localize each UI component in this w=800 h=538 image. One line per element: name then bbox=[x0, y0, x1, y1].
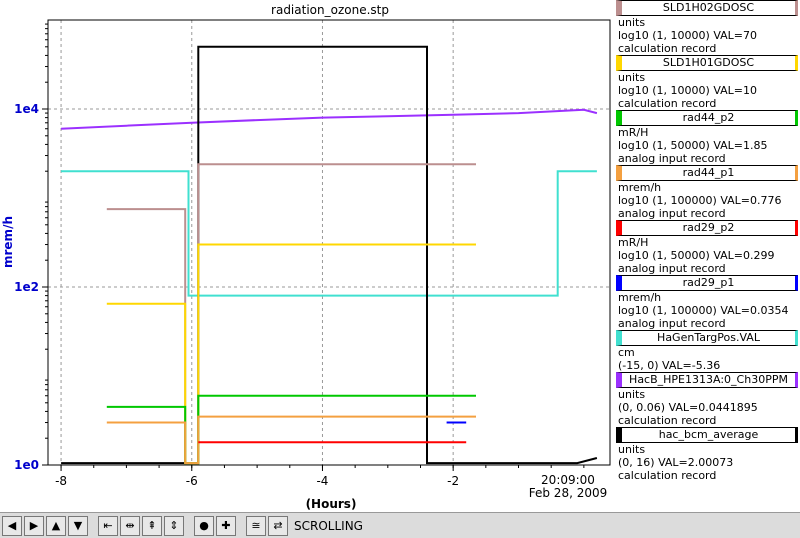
legend-entry[interactable]: rad44_p2 mR/H log10 (1, 50000) VAL=1.85 ana… bbox=[612, 110, 800, 165]
x-tick-label: -2 bbox=[447, 474, 459, 488]
legend-entry-name: HacB_HPE1313A:0_Ch30PPM bbox=[616, 372, 798, 388]
legend-entry[interactable]: hac_bcm_average units (0, 16) VAL=2.00073 c… bbox=[612, 427, 800, 482]
series-line-5 bbox=[106, 394, 476, 465]
zoom-out-vertical-icon: ⇕ bbox=[169, 519, 179, 532]
series-line-1 bbox=[61, 170, 597, 297]
toolbar: ◀ ▶ ▲ ▼ ⇤ ⇹ ⇞ ⇕ ● ✚ ≅ ⇄ SCROLLING bbox=[0, 512, 800, 538]
plus-button[interactable]: ✚ bbox=[216, 515, 236, 536]
arrow-up-button[interactable]: ▲ bbox=[46, 515, 66, 536]
mode-status: SCROLLING bbox=[294, 518, 363, 533]
chart-title: radiation_ozone.stp bbox=[271, 3, 389, 17]
legend-entry[interactable]: HacB_HPE1313A:0_Ch30PPM units (0, 0.06) VA… bbox=[612, 372, 800, 427]
legend-entry-detail: mrem/h bbox=[618, 181, 662, 194]
zoom-in-horizontal-button[interactable]: ⇤ bbox=[98, 515, 118, 536]
x-axis: -8 -6 -4 -2 bbox=[55, 465, 585, 488]
arrow-down-icon: ▼ bbox=[73, 519, 83, 532]
arrow-down-button[interactable]: ▼ bbox=[68, 515, 88, 536]
legend-entry-detail: log10 (1, 10000) VAL=10 bbox=[618, 84, 758, 97]
legend-entry-name: SLD1H02GDOSC bbox=[616, 0, 798, 16]
legend-entry-detail: log10 (1, 50000) VAL=0.299 bbox=[618, 249, 775, 262]
legend-entry-detail: log10 (1, 100000) VAL=0.0354 bbox=[618, 304, 789, 317]
legend-entry[interactable]: SLD1H01GDOSC units log10 (1, 10000) VAL=10… bbox=[612, 55, 800, 110]
legend-entry-detail: log10 (1, 10000) VAL=70 bbox=[618, 29, 758, 42]
plot-area[interactable]: radiation_ozone.stp 1e0 1e2 1e4 -8 -6 -4 -2 m… bbox=[0, 0, 612, 512]
x-tick-label: -4 bbox=[316, 474, 328, 488]
series-layer bbox=[61, 45, 598, 465]
zoom-in-vertical-icon: ⇞ bbox=[147, 519, 157, 532]
series-line-0 bbox=[61, 108, 598, 130]
legend-entry-detail: mR/H bbox=[618, 236, 649, 249]
legend-entry-detail: units bbox=[618, 388, 646, 401]
zoom-out-horizontal-button[interactable]: ⇹ bbox=[120, 515, 140, 536]
legend-entry-detail: mrem/h bbox=[618, 291, 662, 304]
arrow-right-button[interactable]: ▶ bbox=[24, 515, 44, 536]
reset-icon: ● bbox=[199, 519, 209, 532]
zoom-out-horizontal-icon: ⇹ bbox=[125, 519, 135, 532]
legend-entry-name: rad29_p2 bbox=[616, 220, 798, 236]
series-line-3 bbox=[106, 163, 476, 465]
legend-entry[interactable]: rad44_p1 mrem/h log10 (1, 100000) VAL=0.77… bbox=[612, 165, 800, 220]
zoom-in-vertical-button[interactable]: ⇞ bbox=[142, 515, 162, 536]
legend-entry-detail: calculation record bbox=[618, 469, 717, 482]
x-tick-label: -8 bbox=[55, 474, 67, 488]
date-label: Feb 28, 2009 bbox=[529, 486, 608, 500]
legend-entry-detail: calculation record bbox=[618, 97, 717, 110]
grid bbox=[48, 20, 610, 466]
legend-entry[interactable]: rad29_p2 mR/H log10 (1, 50000) VAL=0.299 an… bbox=[612, 220, 800, 275]
y-tick-label: 1e0 bbox=[14, 458, 39, 472]
x-tick-label: -6 bbox=[186, 474, 198, 488]
y-tick-label: 1e4 bbox=[14, 102, 39, 116]
series-line-4 bbox=[106, 243, 476, 465]
legend-entry[interactable]: rad29_p1 mrem/h log10 (1, 100000) VAL=0.03… bbox=[612, 275, 800, 330]
plot-frame bbox=[47, 19, 611, 466]
chart-svg: radiation_ozone.stp 1e0 1e2 1e4 -8 -6 -4 -2 m… bbox=[1, 3, 611, 511]
legend-entry-name: HaGenTargPos.VAL bbox=[616, 330, 798, 346]
legend-entry-detail: calculation record bbox=[618, 42, 717, 55]
autoscale-button[interactable]: ≅ bbox=[246, 515, 266, 536]
legend-entry-detail: units bbox=[618, 443, 646, 456]
legend-entry-detail: (0, 16) VAL=2.00073 bbox=[618, 456, 734, 469]
arrow-left-button[interactable]: ◀ bbox=[2, 515, 22, 536]
zoom-in-horizontal-icon: ⇤ bbox=[103, 519, 113, 532]
scroll-mode-icon: ⇄ bbox=[273, 519, 283, 532]
legend-entry[interactable]: HaGenTargPos.VAL cm (-15, 0) VAL=-5.36 bbox=[612, 330, 800, 372]
reset-button[interactable]: ● bbox=[194, 515, 214, 536]
arrow-up-icon: ▲ bbox=[51, 519, 61, 532]
legend-entry-name: hac_bcm_average bbox=[616, 427, 798, 443]
y-tick-label: 1e2 bbox=[14, 280, 39, 294]
legend-entry-name: rad44_p1 bbox=[616, 165, 798, 181]
legend-entry-name: rad29_p1 bbox=[616, 275, 798, 291]
legend-entry[interactable]: SLD1H02GDOSC units log10 (1, 10000) VAL=70… bbox=[612, 0, 800, 55]
series-line-6 bbox=[106, 415, 476, 465]
legend-entry-detail: (-15, 0) VAL=-5.36 bbox=[618, 359, 721, 372]
legend-entry-detail: calculation record bbox=[618, 414, 717, 427]
legend-entry-name: rad44_p2 bbox=[616, 110, 798, 126]
time-label: 20:09:00 bbox=[541, 473, 595, 487]
legend-entry-detail: cm bbox=[618, 346, 635, 359]
arrow-right-icon: ▶ bbox=[29, 519, 39, 532]
legend-entry-detail: (0, 0.06) VAL=0.0441895 bbox=[618, 401, 758, 414]
legend-panel: SLD1H02GDOSC units log10 (1, 10000) VAL=70… bbox=[612, 0, 800, 512]
scroll-mode-button[interactable]: ⇄ bbox=[268, 515, 288, 536]
legend-entry-detail: analog input record bbox=[618, 317, 726, 330]
autoscale-icon: ≅ bbox=[251, 519, 261, 532]
toolbar-buttons: ◀ ▶ ▲ ▼ ⇤ ⇹ ⇞ ⇕ ● ✚ ≅ ⇄ bbox=[0, 515, 288, 536]
legend-entry-detail: log10 (1, 50000) VAL=1.85 bbox=[618, 139, 768, 152]
plus-icon: ✚ bbox=[221, 519, 231, 532]
y-axis: 1e0 1e2 1e4 bbox=[14, 23, 48, 472]
legend-entry-detail: mR/H bbox=[618, 126, 649, 139]
y-axis-label: mrem/h bbox=[1, 216, 15, 268]
arrow-left-icon: ◀ bbox=[7, 519, 17, 532]
legend-entry-name: SLD1H01GDOSC bbox=[616, 55, 798, 71]
legend-entry-detail: analog input record bbox=[618, 152, 726, 165]
legend-entry-detail: units bbox=[618, 16, 646, 29]
x-axis-label: (Hours) bbox=[306, 497, 357, 511]
zoom-out-vertical-button[interactable]: ⇕ bbox=[164, 515, 184, 536]
legend-entry-detail: analog input record bbox=[618, 262, 726, 275]
legend-entry-detail: units bbox=[618, 71, 646, 84]
legend-entry-detail: analog input record bbox=[618, 207, 726, 220]
legend-entry-detail: log10 (1, 100000) VAL=0.776 bbox=[618, 194, 782, 207]
